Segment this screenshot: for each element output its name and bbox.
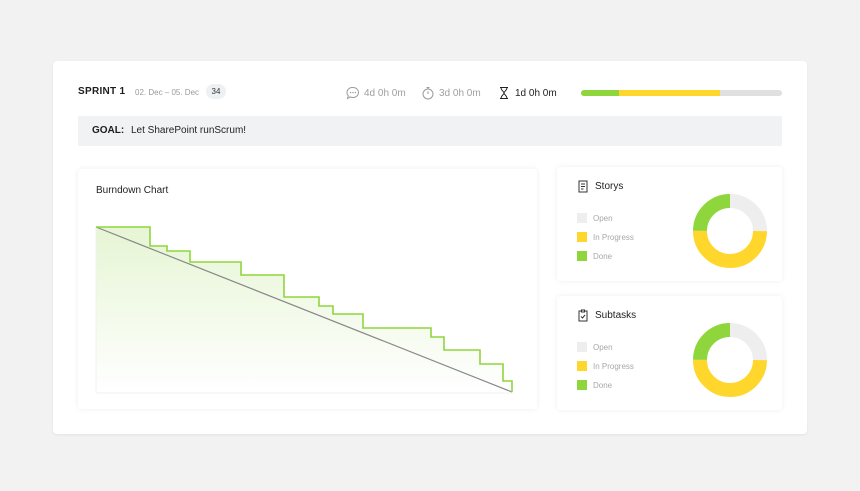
burndown-chart-title: Burndown Chart [96,185,169,196]
goal-label: GOAL: [92,125,125,136]
donut-slice-in-progress [693,323,767,397]
sprint-dates: 02. Dec – 05. Dec [135,88,200,97]
sprint-header: SPRINT 1 02. Dec – 05. Dec 34 4d 0h 0m 3… [78,83,782,103]
progress-in-progress-segment [619,90,720,96]
sprint-progress-bar [581,90,782,96]
subtasks-title-text: Subtasks [595,310,637,321]
legend-swatch-done [577,380,587,390]
donut-slice-done [693,323,767,397]
sprint-card: SPRINT 1 02. Dec – 05. Dec 34 4d 0h 0m 3… [53,61,807,434]
burndown-chart-panel: Burndown Chart [78,169,537,409]
legend-done-label: Done [593,251,613,261]
subtasks-panel: Subtasks Open In Progress Done [557,296,782,410]
subtasks-title: Subtasks [577,309,636,322]
stat-hourglass-value: 1d 0h 0m [515,87,557,99]
legend-swatch-done [577,251,587,261]
burndown-chart [95,226,514,394]
stat-hourglass: 1d 0h 0m [497,85,557,101]
legend-done-label: Done [593,380,613,390]
legend-open: Open [577,342,634,352]
donut-slice-done [693,194,767,268]
stories-title: Storys [577,180,623,193]
ideal-burndown-line [95,226,513,393]
stories-legend: Open In Progress Done [577,213,634,270]
stat-chat-value: 4d 0h 0m [364,87,406,99]
sprint-goal: GOAL: Let SharePoint runScrum! [78,116,782,146]
goal-text: Let SharePoint runScrum! [131,125,247,136]
subtasks-legend: Open In Progress Done [577,342,634,399]
legend-done: Done [577,251,634,261]
legend-swatch-in-progress [577,361,587,371]
hourglass-icon [500,87,508,99]
legend-done: Done [577,380,634,390]
legend-swatch-open [577,342,587,352]
sprint-count-badge: 34 [206,84,226,99]
actual-burndown-line [96,226,513,392]
legend-swatch-open [577,213,587,223]
legend-open-label: Open [593,213,613,223]
legend-open-label: Open [593,342,613,352]
stories-panel: Storys Open In Progress Done [557,167,782,281]
legend-swatch-in-progress [577,232,587,242]
legend-in-progress-label: In Progress [593,361,634,371]
stat-stopwatch-value: 3d 0h 0m [439,87,481,99]
stat-stopwatch: 3d 0h 0m [421,85,481,101]
stories-donut-chart [693,194,767,268]
legend-in-progress-label: In Progress [593,232,634,242]
stat-chat: 4d 0h 0m [346,85,406,101]
progress-done-segment [581,90,620,96]
donut-slice-in-progress [693,194,767,268]
clipboard-icon [578,309,588,322]
legend-in-progress: In Progress [577,361,634,371]
legend-in-progress: In Progress [577,232,634,242]
subtasks-donut-chart [693,323,767,397]
document-icon [578,180,588,193]
sprint-title: SPRINT 1 [78,86,126,97]
legend-open: Open [577,213,634,223]
chat-bubble-icon [346,87,359,100]
stories-title-text: Storys [595,181,624,192]
stopwatch-icon [422,87,434,100]
